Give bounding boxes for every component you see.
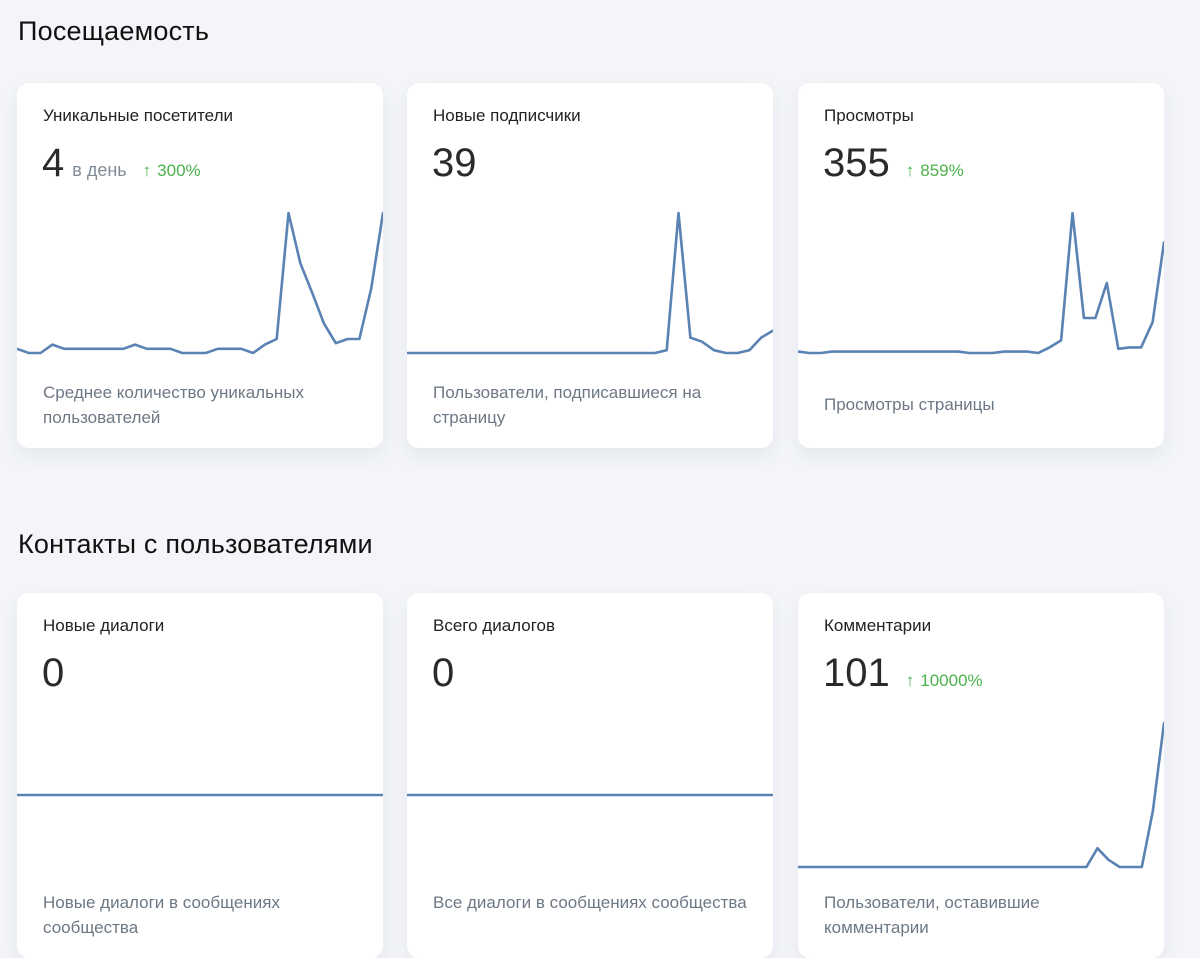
sparkline-line — [17, 211, 383, 355]
card-title: Просмотры — [824, 106, 914, 125]
card-description: Среднее количество уникальных пользовате… — [43, 383, 305, 427]
metric-change: ↑ 300% — [143, 161, 201, 181]
metric-value: 0 — [42, 651, 65, 695]
metric: 0 — [432, 649, 454, 697]
metric: 0 — [42, 649, 64, 697]
sparkline-line — [798, 721, 1164, 869]
card-description: Просмотры страницы — [824, 395, 995, 414]
sparkline-chart — [17, 793, 383, 797]
metric-change: ↑ 10000% — [906, 671, 983, 691]
card-title: Новые подписчики — [433, 106, 581, 125]
metric: 4 в день ↑ 300% — [42, 139, 201, 187]
metric-value: 0 — [432, 651, 455, 695]
sparkline-chart — [407, 793, 773, 797]
sparkline-chart — [798, 721, 1164, 869]
metric-value: 4 — [42, 141, 65, 185]
section-title-contacts: Контакты с пользователями — [18, 529, 373, 559]
card-unique-visitors[interactable]: Уникальные посетители 4 в день ↑ 300% Ср… — [17, 83, 383, 448]
arrow-up-icon: ↑ — [142, 161, 152, 180]
card-views[interactable]: Просмотры 355 ↑ 859% Просмотры страницы — [798, 83, 1164, 448]
arrow-up-icon: ↑ — [905, 161, 915, 180]
sparkline-line — [798, 211, 1164, 355]
card-title: Уникальные посетители — [43, 106, 233, 125]
metric: 101 ↑ 10000% — [823, 649, 983, 697]
metric-unit: в день — [72, 160, 127, 180]
sparkline-chart — [407, 211, 773, 355]
metric-value: 39 — [432, 141, 477, 185]
metric-value: 355 — [823, 141, 890, 185]
metric-value: 101 — [823, 651, 890, 695]
card-description: Пользователи, подписавшиеся на страницу — [433, 383, 702, 427]
card-new-dialogs[interactable]: Новые диалоги 0 Новые диалоги в сообщени… — [17, 593, 383, 958]
metric-change-value: 859% — [920, 161, 964, 180]
metric-change: ↑ 859% — [906, 161, 964, 181]
metric: 39 — [432, 139, 477, 187]
metric-change-value: 300% — [157, 161, 201, 180]
card-description: Пользователи, оставившие комментарии — [824, 893, 1040, 937]
sparkline-chart — [17, 211, 383, 355]
sparkline-chart — [798, 211, 1164, 355]
card-comments[interactable]: Комментарии 101 ↑ 10000% Пользователи, о… — [798, 593, 1164, 958]
card-new-subscribers[interactable]: Новые подписчики 39 Пользователи, подпис… — [407, 83, 773, 448]
metric-change-value: 10000% — [920, 671, 983, 690]
card-total-dialogs[interactable]: Всего диалогов 0 Все диалоги в сообщения… — [407, 593, 773, 958]
arrow-up-icon: ↑ — [905, 671, 915, 690]
section-title-attendance: Посещаемость — [18, 16, 210, 46]
metric: 355 ↑ 859% — [823, 139, 964, 187]
card-title: Комментарии — [824, 616, 932, 635]
card-title: Всего диалогов — [433, 616, 556, 635]
card-description: Все диалоги в сообщениях сообщества — [433, 893, 747, 912]
sparkline-line — [407, 211, 773, 355]
card-title: Новые диалоги — [43, 616, 165, 635]
card-description: Новые диалоги в сообщениях сообщества — [43, 893, 280, 937]
